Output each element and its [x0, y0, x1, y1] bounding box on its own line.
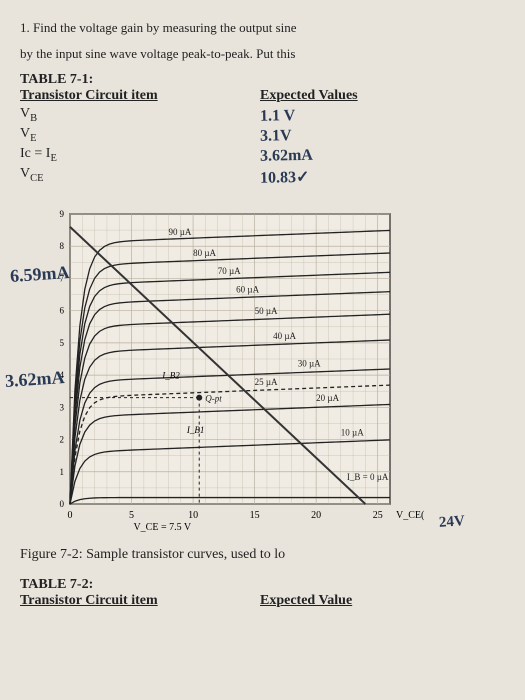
svg-text:10 µA: 10 µA — [341, 427, 364, 437]
row-handwritten-value: 3.1V — [260, 124, 460, 145]
table-row: VE3.1V — [20, 126, 505, 144]
table1-header-val: Expected Values — [260, 88, 460, 104]
svg-text:V_CE(: V_CE( — [396, 510, 425, 521]
svg-text:I_B2: I_B2 — [161, 370, 180, 380]
row-item: VCE — [20, 166, 260, 186]
svg-text:6: 6 — [60, 306, 65, 316]
svg-text:50 µA: 50 µA — [255, 306, 278, 316]
svg-text:15: 15 — [250, 510, 260, 521]
figure-caption: Figure 7-2: Sample transistor curves, us… — [20, 547, 505, 563]
table2-header-item: Transistor Circuit item — [20, 593, 260, 609]
svg-text:80 µA: 80 µA — [193, 248, 216, 258]
svg-text:I_B = 0 µA: I_B = 0 µA — [347, 472, 389, 482]
row-handwritten-value: 3.62mA — [260, 144, 460, 165]
table-row: VB1.1 V — [20, 106, 505, 124]
svg-text:60 µA: 60 µA — [236, 285, 259, 295]
svg-text:25 µA: 25 µA — [255, 377, 278, 387]
svg-text:2: 2 — [60, 435, 65, 445]
svg-text:20: 20 — [311, 510, 321, 521]
svg-text:30 µA: 30 µA — [298, 359, 321, 369]
svg-text:5: 5 — [60, 338, 65, 348]
svg-text:3: 3 — [60, 402, 65, 412]
svg-text:70 µA: 70 µA — [218, 266, 241, 276]
svg-text:1: 1 — [60, 467, 65, 477]
svg-text:90 µA: 90 µA — [168, 227, 191, 237]
svg-text:0: 0 — [60, 499, 65, 509]
svg-text:Q-pt: Q-pt — [205, 394, 222, 404]
table2-header: Transistor Circuit item Expected Value — [20, 593, 505, 609]
svg-text:V_CE = 7.5 V: V_CE = 7.5 V — [133, 522, 191, 533]
hand-annotation-br: 24V — [439, 513, 466, 532]
svg-text:8: 8 — [60, 241, 65, 251]
table-row: VCE10.83✓ — [20, 166, 505, 186]
intro-line-1: 1. Find the voltage gain by measuring th… — [20, 20, 505, 36]
table2-header-val: Expected Value — [260, 593, 460, 609]
svg-text:0: 0 — [68, 510, 73, 521]
hand-annotation-top: 6.59mA — [9, 262, 70, 287]
svg-text:10: 10 — [188, 510, 198, 521]
table1-rows: VB1.1 VVE3.1VIc = IE3.62mAVCE10.83✓ — [20, 106, 505, 186]
intro-line-2: by the input sine wave voltage peak-to-p… — [20, 46, 505, 62]
svg-text:5: 5 — [129, 510, 134, 521]
row-handwritten-value: 10.83✓ — [260, 164, 460, 187]
svg-text:25: 25 — [373, 510, 383, 521]
svg-text:9: 9 — [60, 209, 65, 219]
transistor-curves-chart: 90 µA 80 µA70 µA 60 µA 50 µA 40 µA 30 µA 25 µA… — [20, 204, 440, 534]
row-item: VB — [20, 106, 260, 124]
svg-text:20 µA: 20 µA — [316, 393, 339, 403]
chart-wrapper: 6.59mA 3.62mA 90 µA80 µA70 µA60 µA50 µA4… — [20, 204, 505, 539]
table2-title: TABLE 7-2: — [20, 577, 505, 593]
table1-header-item: Transistor Circuit item — [20, 88, 260, 104]
svg-text:40 µA: 40 µA — [273, 331, 296, 341]
table1-title: TABLE 7-1: — [20, 72, 505, 88]
table1-header: Transistor Circuit item Expected Values — [20, 88, 505, 104]
row-item: VE — [20, 126, 260, 144]
table-row: Ic = IE3.62mA — [20, 146, 505, 164]
svg-text:I_B1: I_B1 — [186, 425, 205, 435]
hand-annotation-mid: 3.62mA — [4, 367, 65, 392]
row-handwritten-value: 1.1 V — [260, 104, 460, 125]
row-item: Ic = IE — [20, 146, 260, 164]
